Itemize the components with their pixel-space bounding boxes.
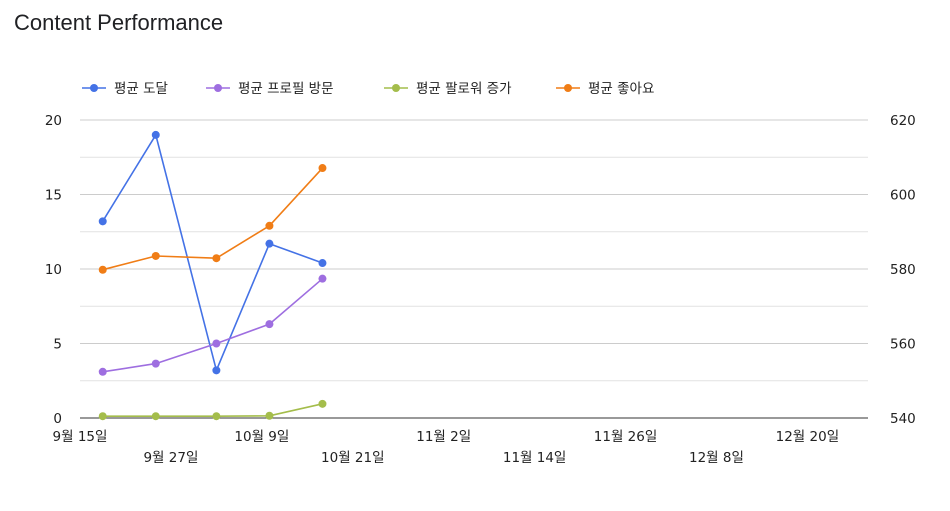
series-point-2 bbox=[98, 367, 107, 376]
y-left-tick-label: 10 bbox=[45, 262, 62, 278]
series-point-4 bbox=[265, 221, 274, 230]
legend-label-3: 평균 팔로워 증가 bbox=[416, 81, 512, 97]
series-layer bbox=[98, 130, 327, 421]
y-right-tick-label: 540 bbox=[890, 411, 916, 427]
x-tick-label: 11월 2일 bbox=[416, 429, 471, 445]
x-tick-label: 12월 20일 bbox=[776, 429, 840, 445]
x-tick-label: 11월 14일 bbox=[503, 450, 567, 466]
legend-marker-1 bbox=[90, 84, 98, 92]
x-tick-label: 10월 21일 bbox=[321, 450, 385, 466]
series-point-2 bbox=[318, 274, 327, 283]
series-line-1 bbox=[102, 134, 323, 372]
x-tick-label: 12월 8일 bbox=[689, 450, 744, 466]
series-point-1 bbox=[318, 259, 327, 268]
legend-marker-3 bbox=[392, 84, 400, 92]
legend: 평균 도달 평균 프로필 방문 평균 팔로워 증가 평균 좋아요 bbox=[82, 81, 654, 97]
series-point-3 bbox=[318, 399, 327, 408]
legend-label-4: 평균 좋아요 bbox=[588, 81, 654, 97]
series-point-3 bbox=[265, 411, 274, 420]
series-point-1 bbox=[151, 130, 160, 139]
y-left-tick-label: 20 bbox=[45, 113, 62, 129]
series-point-4 bbox=[318, 164, 327, 173]
series-point-4 bbox=[151, 251, 160, 260]
series-point-3 bbox=[212, 412, 221, 421]
grid-layer bbox=[80, 119, 868, 419]
series-point-1 bbox=[212, 366, 221, 375]
series-point-4 bbox=[212, 254, 221, 263]
series-point-1 bbox=[98, 217, 107, 226]
legend-label-2: 평균 프로필 방문 bbox=[238, 81, 334, 97]
y-left-tick-label: 15 bbox=[45, 188, 62, 204]
chart-title: Content Performance bbox=[14, 10, 224, 35]
series-point-1 bbox=[265, 239, 274, 248]
series-point-2 bbox=[212, 339, 221, 348]
legend-label-1: 평균 도달 bbox=[114, 81, 168, 97]
series-point-2 bbox=[151, 359, 160, 368]
y-right-tick-label: 600 bbox=[890, 188, 916, 204]
legend-marker-2 bbox=[214, 84, 222, 92]
y-left-tick-label: 0 bbox=[53, 411, 62, 427]
series-point-2 bbox=[265, 320, 274, 329]
y-right-tick-label: 560 bbox=[890, 337, 916, 353]
axis-layer: 0 5 10 15 20 540 560 580 600 620 9월 15일 10월 9일 11월 2… bbox=[45, 113, 916, 466]
legend-marker-4 bbox=[564, 84, 572, 92]
y-right-tick-label: 580 bbox=[890, 262, 916, 278]
series-point-3 bbox=[151, 412, 160, 421]
x-tick-label: 11월 26일 bbox=[594, 429, 658, 445]
y-left-tick-label: 5 bbox=[53, 337, 62, 353]
x-tick-label: 9월 15일 bbox=[53, 429, 108, 445]
series-line-3 bbox=[102, 403, 323, 418]
series-line-4 bbox=[102, 167, 324, 271]
y-right-tick-label: 620 bbox=[890, 113, 916, 129]
x-tick-label: 9월 27일 bbox=[143, 450, 198, 466]
series-point-4 bbox=[98, 265, 107, 274]
series-point-3 bbox=[98, 412, 107, 421]
x-tick-label: 10월 9일 bbox=[234, 429, 289, 445]
